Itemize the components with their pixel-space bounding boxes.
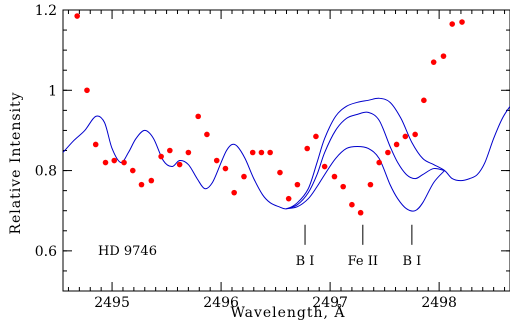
observed-point	[129, 167, 136, 174]
observed-point	[294, 181, 301, 188]
observed-point	[402, 133, 409, 140]
observed-point	[241, 173, 247, 180]
y-tick-label: 0.6	[35, 244, 57, 260]
observed-point	[176, 161, 183, 168]
observed-point	[412, 131, 418, 138]
y-axis-label: Relative Intensity	[8, 91, 24, 234]
observed-point	[285, 195, 292, 202]
observed-point	[204, 131, 210, 138]
observed-point	[249, 149, 256, 156]
observed-point	[376, 159, 382, 166]
observed-point	[459, 19, 465, 25]
line-marker-label: B I	[402, 254, 421, 269]
observed-point	[421, 97, 427, 104]
observed-point	[277, 169, 283, 176]
observed-point	[158, 153, 164, 160]
line-marker-label: Fe II	[348, 254, 378, 269]
observed-point	[349, 201, 355, 208]
observed-point	[393, 141, 400, 148]
model-curve-2	[286, 111, 445, 210]
y-tick-label: 1.2	[35, 3, 57, 19]
model-curve-1	[63, 97, 510, 210]
observed-point	[367, 181, 374, 188]
observed-point	[102, 159, 109, 166]
x-tick-label: 2498	[421, 295, 457, 311]
observed-point	[222, 165, 229, 172]
x-tick-label: 2496	[203, 295, 239, 311]
observed-point	[195, 113, 201, 120]
star-label: HD 9746	[98, 244, 157, 259]
observed-point	[304, 145, 311, 152]
observed-point	[84, 87, 90, 94]
observed-point	[321, 163, 328, 170]
observed-point	[340, 183, 346, 190]
line-marker-label: B I	[296, 254, 315, 269]
observed-point	[267, 149, 273, 156]
observed-point	[111, 157, 118, 164]
observed-point	[331, 173, 338, 180]
plot-area: 2495 2496 2497 2498 0.6 0.8 1 1.2 B I Fe II B I	[35, 3, 510, 311]
observed-point	[357, 209, 364, 216]
x-tick-label: 2495	[94, 295, 130, 311]
observed-point	[185, 149, 192, 156]
y-tick-label: 0.8	[35, 164, 57, 180]
observed-point	[74, 13, 80, 19]
y-tick-label: 1	[48, 83, 57, 99]
observed-point	[313, 133, 319, 140]
observed-point	[167, 147, 173, 154]
observed-point	[148, 177, 155, 184]
observed-point	[213, 157, 220, 164]
observed-point	[385, 149, 391, 156]
observed-point	[92, 141, 99, 148]
x-tick-label: 2497	[312, 295, 348, 311]
observed-point	[121, 159, 127, 166]
observed-point	[440, 53, 447, 59]
observed-point	[231, 189, 237, 196]
observed-point	[258, 149, 265, 156]
observed-point	[449, 21, 456, 27]
model-curve-3	[286, 145, 445, 212]
observed-point	[430, 59, 437, 65]
observed-point	[138, 181, 145, 188]
x-axis-label: Wavelength, Å	[230, 303, 345, 321]
